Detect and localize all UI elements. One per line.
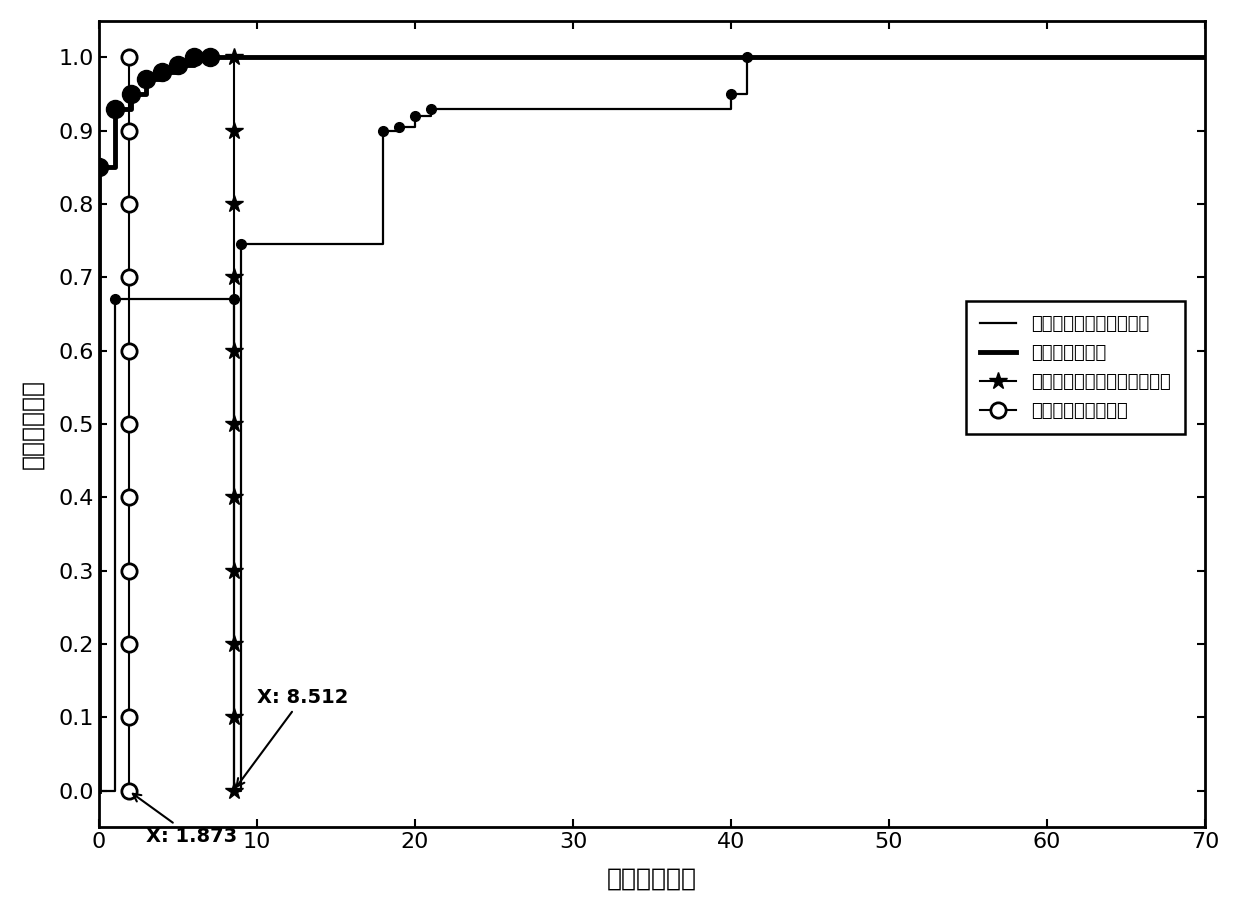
本发明恢复方法均値 xyxy=(122,272,136,283)
本发明恢复方法 xyxy=(202,52,217,63)
本发明恢复方法均値 xyxy=(122,419,136,430)
本发明恢复方法 xyxy=(123,103,138,114)
基于力举搜索的恢复方法 xyxy=(92,785,107,796)
基于力举搜索的恢复方法均値 xyxy=(226,492,241,503)
基于力举搜索的恢复方法 xyxy=(376,239,391,250)
基于力举搜索的恢复方法 xyxy=(423,111,438,122)
基于力举搜索的恢复方法 xyxy=(392,122,407,133)
本发明恢复方法 xyxy=(92,162,107,173)
本发明恢复方法均値 xyxy=(122,639,136,650)
本发明恢复方法 xyxy=(186,59,201,70)
本发明恢复方法 xyxy=(171,59,186,70)
基于力举搜索的恢复方法 xyxy=(108,785,123,796)
Y-axis label: 累积分布函数: 累积分布函数 xyxy=(21,379,45,469)
本发明恢复方法 xyxy=(186,52,201,63)
Text: X: 8.512: X: 8.512 xyxy=(237,688,348,786)
本发明恢复方法 xyxy=(155,67,170,77)
基于力举搜索的恢复方法均値 xyxy=(226,345,241,356)
基于力举搜索的恢复方法 xyxy=(739,52,754,63)
基于力举搜索的恢复方法 xyxy=(226,294,241,305)
基于力举搜索的恢复方法均値 xyxy=(226,712,241,723)
本发明恢复方法 xyxy=(155,74,170,85)
Legend: 基于力举搜索的恢复方法, 本发明恢复方法, 基于力举搜索的恢复方法均値, 本发明恢复方法均値: 基于力举搜索的恢复方法, 本发明恢复方法, 基于力举搜索的恢复方法均値, 本发明… xyxy=(966,301,1185,435)
基于力举搜索的恢复方法均値 xyxy=(226,419,241,430)
基于力举搜索的恢复方法均値 xyxy=(226,199,241,210)
本发明恢复方法 xyxy=(1198,52,1213,63)
Line: 本发明恢复方法均値: 本发明恢复方法均値 xyxy=(122,50,136,798)
本发明恢复方法均値 xyxy=(122,785,136,796)
Line: 本发明恢复方法: 本发明恢复方法 xyxy=(99,57,1205,791)
基于力举搜索的恢复方法 xyxy=(1198,52,1213,63)
Line: 基于力举搜索的恢复方法均値: 基于力举搜索的恢复方法均値 xyxy=(224,48,243,800)
基于力举搜索的恢复方法 xyxy=(739,88,754,99)
本发明恢复方法 xyxy=(123,88,138,99)
本发明恢复方法 xyxy=(92,785,107,796)
Text: X: 1.873: X: 1.873 xyxy=(133,793,238,846)
基于力举搜索的恢复方法 xyxy=(376,126,391,137)
基于力举搜索的恢复方法 xyxy=(108,294,123,305)
本发明恢复方法均値 xyxy=(122,566,136,577)
基于力举搜索的恢复方法均値 xyxy=(226,272,241,283)
基于力举搜索的恢复方法 xyxy=(234,239,249,250)
本发明恢复方法 xyxy=(108,103,123,114)
本发明恢复方法均値 xyxy=(122,126,136,137)
基于力举搜索的恢复方法 xyxy=(408,122,423,133)
本发明恢复方法 xyxy=(108,162,123,173)
基于力举搜索的恢复方法均値 xyxy=(226,639,241,650)
X-axis label: 所需搜索次数: 所需搜索次数 xyxy=(608,866,697,890)
本发明恢复方法均値 xyxy=(122,52,136,63)
Line: 基于力举搜索的恢复方法: 基于力举搜索的恢复方法 xyxy=(99,57,1205,791)
基于力举搜索的恢复方法均値 xyxy=(226,126,241,137)
本发明恢复方法均値 xyxy=(122,345,136,356)
基于力举搜索的恢复方法均値 xyxy=(226,52,241,63)
基于力举搜索的恢复方法 xyxy=(408,111,423,122)
本发明恢复方法 xyxy=(171,67,186,77)
本发明恢复方法 xyxy=(202,52,217,63)
基于力举搜索的恢复方法 xyxy=(392,126,407,137)
本发明恢复方法 xyxy=(139,88,154,99)
基于力举搜索的恢复方法 xyxy=(226,785,241,796)
本发明恢复方法均値 xyxy=(122,199,136,210)
本发明恢复方法均値 xyxy=(122,712,136,723)
基于力举搜索的恢复方法均値 xyxy=(226,785,241,796)
本发明恢复方法 xyxy=(139,74,154,85)
本发明恢复方法均値 xyxy=(122,492,136,503)
基于力举搜索的恢复方法均値 xyxy=(226,566,241,577)
基于力举搜索的恢复方法 xyxy=(724,88,739,99)
基于力举搜索的恢复方法 xyxy=(234,785,249,796)
基于力举搜索的恢复方法 xyxy=(724,103,739,114)
基于力举搜索的恢复方法 xyxy=(423,103,438,114)
